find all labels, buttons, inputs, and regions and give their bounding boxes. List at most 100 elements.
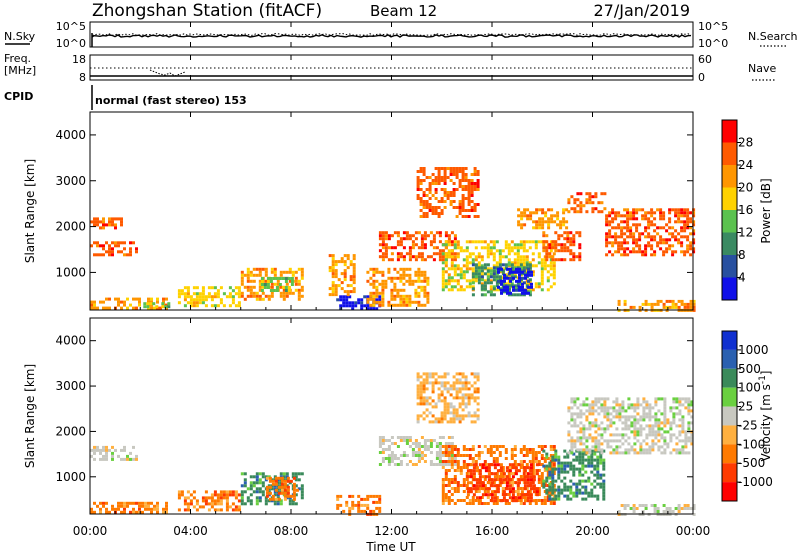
velocity-cell <box>490 493 494 497</box>
power-cell <box>662 226 666 230</box>
velocity-cell <box>523 496 527 500</box>
power-cell <box>461 170 465 173</box>
power-cell <box>518 279 521 283</box>
power-cell <box>108 223 111 227</box>
velocity-cell <box>261 472 265 476</box>
power-cell <box>375 267 379 271</box>
velocity-cell <box>464 384 468 388</box>
power-cell <box>261 297 265 301</box>
velocity-cell <box>513 448 517 451</box>
velocity-cell <box>627 448 631 452</box>
power-cell <box>632 217 636 221</box>
velocity-cell <box>639 442 643 446</box>
power-cell <box>255 297 259 301</box>
velocity-cell <box>470 372 474 376</box>
velocity-cell <box>446 402 450 406</box>
power-cell <box>438 249 442 253</box>
power-cell <box>246 273 250 277</box>
power-cell <box>563 258 567 262</box>
power-cell <box>547 223 551 227</box>
velocity-cell <box>612 439 616 443</box>
velocity-cell <box>490 472 494 476</box>
velocity-cell <box>648 418 652 422</box>
power-cell <box>464 173 468 176</box>
power-cell <box>653 211 657 215</box>
velocity-cell <box>627 424 631 428</box>
power-cell <box>671 253 675 257</box>
velocity-cell <box>189 502 193 506</box>
power-cell <box>405 273 409 277</box>
power-cell <box>300 273 304 277</box>
power-cell <box>437 167 441 170</box>
power-cell <box>483 240 487 244</box>
velocity-cell <box>458 417 462 421</box>
power-cell <box>542 231 546 235</box>
velocity-cell <box>585 415 589 419</box>
power-cell <box>519 246 523 250</box>
power-cell <box>540 276 544 280</box>
velocity-cell <box>456 490 460 493</box>
velocity-cell <box>444 463 448 466</box>
velocity-cell <box>572 482 576 486</box>
velocity-cell <box>576 430 580 434</box>
velocity-cell <box>615 433 619 437</box>
power-cell <box>450 261 454 265</box>
velocity-cell <box>594 403 598 407</box>
velocity-cell <box>464 396 468 400</box>
velocity-cell <box>426 448 430 451</box>
velocity-cell <box>596 482 600 486</box>
velocity-cell <box>569 485 573 489</box>
velocity-cell <box>481 466 485 470</box>
power-cell <box>432 252 436 256</box>
velocity-cell <box>648 424 652 428</box>
power-cell <box>414 243 418 247</box>
velocity-cell <box>434 420 438 424</box>
velocity-cell <box>469 487 473 491</box>
power-cell <box>297 288 301 292</box>
velocity-cell <box>487 493 491 497</box>
velocity-cell <box>690 433 694 437</box>
velocity-cell <box>473 414 477 418</box>
velocity-cell <box>473 372 477 376</box>
velocity-cell <box>462 478 466 481</box>
power-cell <box>334 290 338 294</box>
power-cell <box>543 261 547 265</box>
velocity-cell <box>138 504 141 508</box>
power-cell <box>93 303 96 307</box>
power-cell <box>431 179 435 182</box>
velocity-cell <box>268 479 272 483</box>
velocity-cell <box>552 463 556 466</box>
velocity-cell <box>105 510 108 514</box>
power-cell <box>534 264 538 268</box>
power-cell <box>210 298 214 302</box>
power-cell <box>425 215 429 218</box>
velocity-cell <box>99 451 102 455</box>
power-cell <box>393 246 397 250</box>
velocity-cell <box>255 490 259 494</box>
power-cell <box>611 220 615 224</box>
velocity-cell <box>588 406 592 410</box>
velocity-cell <box>282 475 286 479</box>
power-cell <box>483 287 487 291</box>
velocity-cell <box>513 490 517 493</box>
power-cell <box>369 303 373 307</box>
power-cell <box>641 302 645 306</box>
velocity-cell <box>96 504 99 508</box>
power-cell <box>416 185 420 188</box>
velocity-cell <box>438 463 442 466</box>
power-cell <box>198 301 202 305</box>
velocity-cell <box>183 508 187 512</box>
power-cell <box>509 291 512 295</box>
power-cell <box>234 286 238 290</box>
power-cell <box>420 240 424 244</box>
velocity-cell <box>654 415 658 419</box>
velocity-cell <box>105 451 108 455</box>
power-cell <box>668 247 672 251</box>
power-cell <box>441 249 445 253</box>
power-cell <box>563 243 567 247</box>
velocity-cell <box>283 479 287 483</box>
velocity-cell <box>579 430 583 434</box>
velocity-cell <box>666 445 670 449</box>
power-cell <box>108 217 111 221</box>
velocity-cell <box>609 412 613 416</box>
